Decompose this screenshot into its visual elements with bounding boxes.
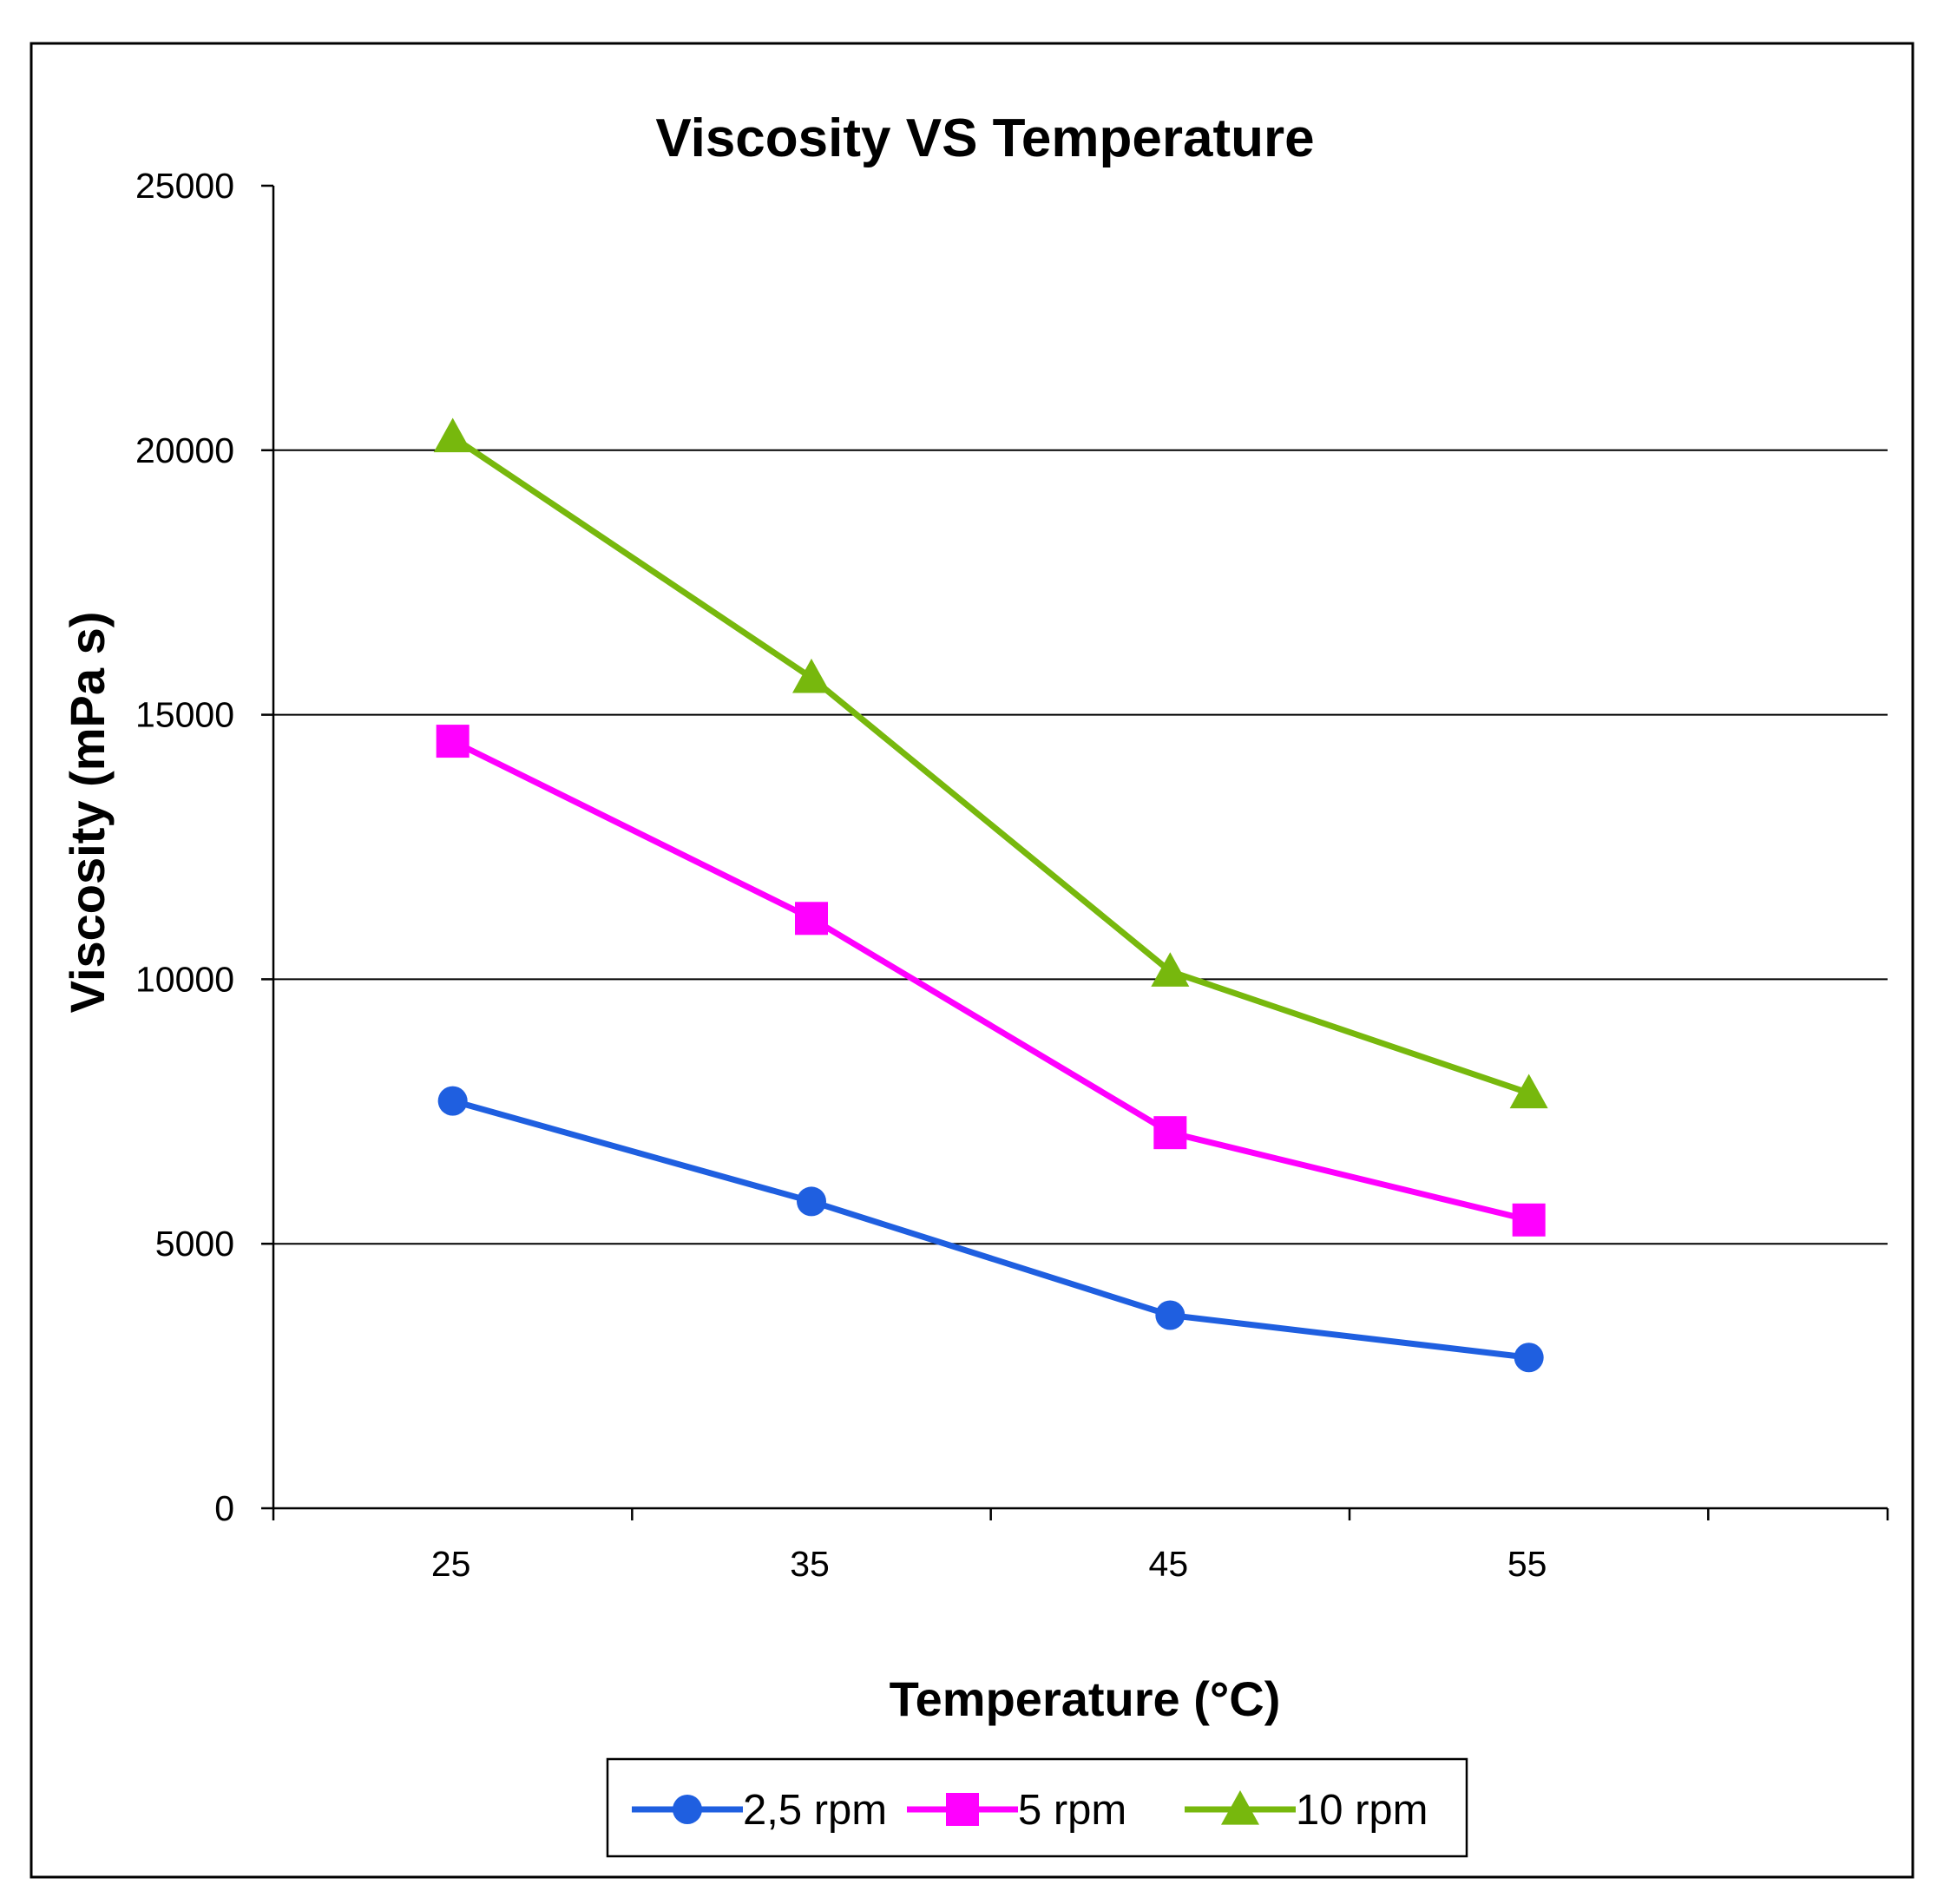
legend: 2,5 rpm 5 rpm 10 rpm bbox=[606, 1757, 1468, 1858]
x-tick-label: 55 bbox=[1507, 1544, 1547, 1584]
data-point bbox=[1151, 952, 1190, 987]
x-ticks: 25 35 45 55 bbox=[272, 1508, 1889, 1584]
legend-item: 2,5 rpm bbox=[632, 1787, 887, 1834]
data-point bbox=[1509, 1073, 1548, 1109]
series-line bbox=[451, 738, 1530, 1224]
series-1 bbox=[437, 1086, 1544, 1373]
chart-frame bbox=[30, 42, 1914, 1879]
y-axis-title: Viscosity (mPa s) bbox=[60, 612, 115, 1014]
legend-label: 5 rpm bbox=[1018, 1787, 1126, 1834]
y-tick-label: 25000 bbox=[135, 166, 234, 206]
legend-item: 5 rpm bbox=[907, 1787, 1126, 1834]
data-point bbox=[433, 417, 472, 453]
series-layer bbox=[433, 417, 1548, 1373]
gridlines bbox=[273, 449, 1888, 1245]
data-point bbox=[1155, 1300, 1185, 1330]
y-tick-label: 0 bbox=[214, 1488, 234, 1528]
chart-title: Viscosity VS Temperature bbox=[655, 108, 1314, 168]
y-tick-label: 20000 bbox=[135, 430, 234, 470]
data-point bbox=[792, 658, 831, 693]
data-point bbox=[437, 1086, 468, 1116]
series-3 bbox=[433, 417, 1548, 1109]
axes bbox=[272, 186, 1888, 1510]
data-point bbox=[1514, 1343, 1544, 1373]
legend-label: 10 rpm bbox=[1296, 1787, 1428, 1834]
y-tick-label: 15000 bbox=[135, 695, 234, 735]
x-tick-label: 25 bbox=[431, 1544, 471, 1584]
data-point bbox=[1153, 1116, 1187, 1150]
legend-item: 10 rpm bbox=[1185, 1787, 1428, 1834]
legend-marker bbox=[673, 1795, 702, 1824]
data-point bbox=[795, 902, 828, 936]
x-tick-label: 35 bbox=[790, 1544, 830, 1584]
series-2 bbox=[436, 725, 1546, 1237]
data-point bbox=[1512, 1203, 1546, 1237]
x-axis-title: Temperature (°C) bbox=[890, 1671, 1281, 1726]
series-line bbox=[450, 434, 1530, 1096]
legend-box bbox=[606, 1757, 1468, 1858]
data-point bbox=[436, 725, 470, 758]
data-point bbox=[797, 1186, 826, 1217]
y-tick-label: 5000 bbox=[155, 1224, 234, 1264]
y-tick-label: 10000 bbox=[135, 959, 234, 999]
legend-label: 2,5 rpm bbox=[743, 1787, 887, 1834]
legend-marker bbox=[946, 1793, 979, 1826]
y-ticks: 0 5000 10000 15000 20000 25000 bbox=[135, 166, 273, 1528]
x-tick-label: 45 bbox=[1149, 1544, 1189, 1584]
legend-marker bbox=[1221, 1790, 1259, 1825]
series-line bbox=[451, 1098, 1530, 1361]
